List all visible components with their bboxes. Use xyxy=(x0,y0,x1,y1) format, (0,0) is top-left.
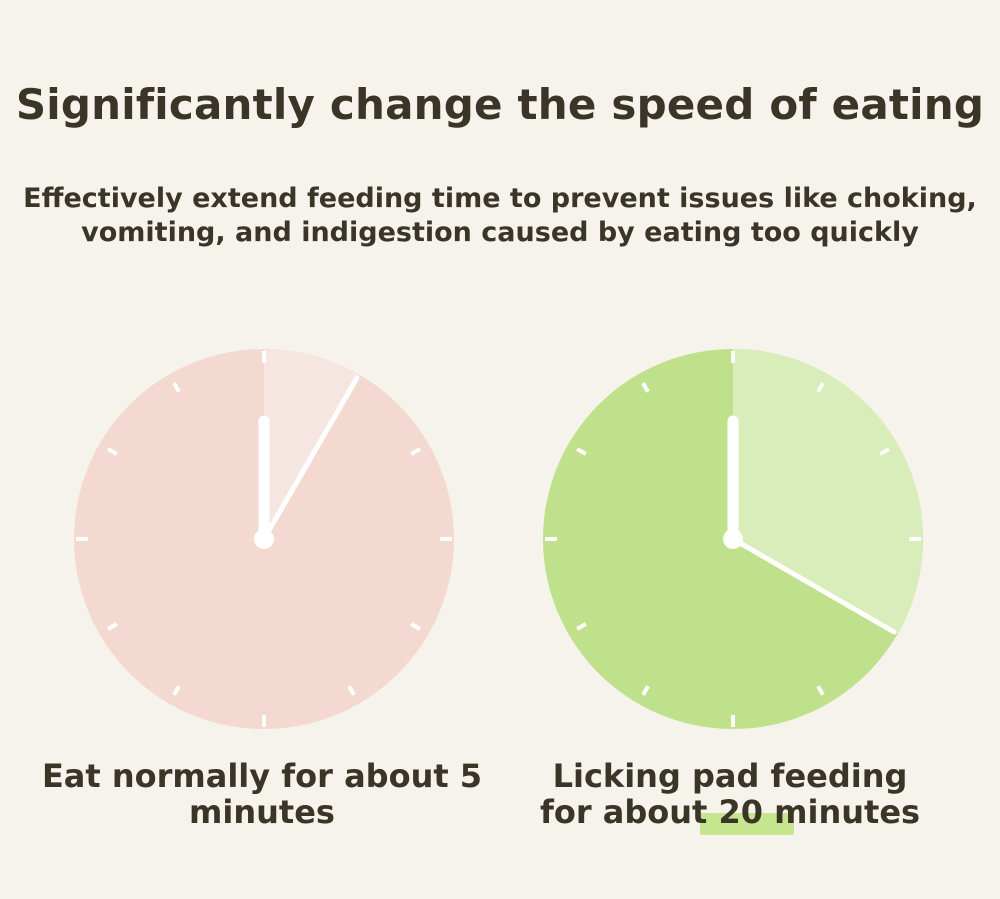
hour-tick xyxy=(641,382,650,393)
normal-eating-caption-line-2: minutes xyxy=(189,793,335,831)
hour-tick xyxy=(816,685,825,696)
normal-eating-clock-svg xyxy=(74,349,454,729)
licking-pad-caption: Licking pad feeding for about 20 minutes xyxy=(500,758,960,830)
licking-pad-caption-line-1: Licking pad feeding xyxy=(552,757,908,795)
clock-center-pin xyxy=(254,529,274,549)
normal-eating-caption: Eat normally for about 5 minutes xyxy=(32,758,492,830)
subheadline-line-1: Effectively extend feeding time to preve… xyxy=(23,183,977,214)
hour-tick xyxy=(816,382,825,393)
subheadline-line-2: vomiting, and indigestion caused by eati… xyxy=(81,217,919,248)
licking-pad-clock-icon xyxy=(543,349,923,729)
licking-pad-clock-svg xyxy=(543,349,923,729)
hour-tick xyxy=(347,685,356,696)
clock-center-pin xyxy=(723,529,743,549)
elapsed-time-sector xyxy=(264,349,359,539)
licking-pad-caption-line-2: for about 20 minutes xyxy=(539,793,921,831)
hour-tick xyxy=(172,382,181,393)
hour-tick xyxy=(107,622,118,631)
headline: Significantly change the speed of eating xyxy=(15,80,985,129)
minute-hand xyxy=(261,375,360,542)
normal-eating-clock-icon xyxy=(74,349,454,729)
hour-tick xyxy=(576,447,587,456)
hour-tick xyxy=(576,622,587,631)
hour-tick xyxy=(879,447,890,456)
hour-tick xyxy=(107,447,118,456)
caption-highlight-bar xyxy=(700,813,794,835)
elapsed-time-sector xyxy=(733,349,923,634)
hour-tick xyxy=(172,685,181,696)
hour-tick xyxy=(410,447,421,456)
hour-tick xyxy=(641,685,650,696)
normal-eating-caption-line-1: Eat normally for about 5 xyxy=(41,757,483,795)
hour-tick xyxy=(410,622,421,631)
subheadline: Effectively extend feeding time to preve… xyxy=(20,182,980,250)
minute-hand xyxy=(730,536,897,635)
